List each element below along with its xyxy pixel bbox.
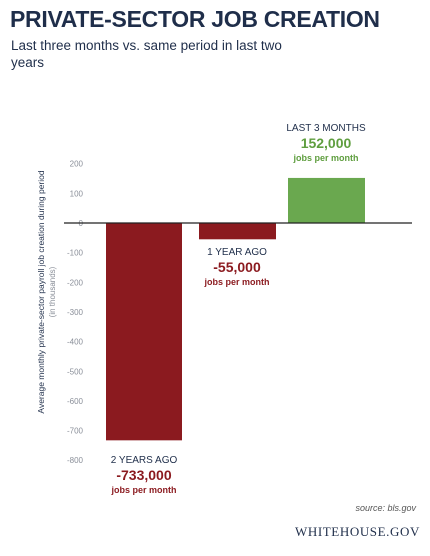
- value-label: 152,000: [301, 135, 352, 151]
- y-axis-label: Average monthly private-sector payroll j…: [36, 170, 57, 413]
- value-label: -733,000: [116, 467, 171, 483]
- bar-annotation: 1 YEAR AGO-55,000 jobs per month: [204, 247, 270, 287]
- footer-site-name: WHITEHOUSE.GOV: [294, 524, 420, 539]
- period-label: LAST 3 MONTHS: [286, 123, 366, 134]
- y-tick-label: -700: [67, 427, 84, 436]
- period-label: 1 YEAR AGO: [207, 247, 267, 258]
- unit-label: jobs per month: [293, 153, 359, 163]
- bar-last-3-months: [288, 177, 365, 223]
- chart-title: PRIVATE-SECTOR JOB CREATION: [10, 6, 380, 32]
- y-tick-label: -600: [67, 397, 84, 406]
- period-label: 2 YEARS AGO: [111, 455, 178, 466]
- y-axis-title: Average monthly private-sector payroll j…: [36, 170, 46, 413]
- source-note: source: bls.gov: [355, 503, 416, 513]
- unit-label: jobs per month: [204, 277, 270, 287]
- y-tick-label: -100: [67, 249, 84, 258]
- y-tick-label: -500: [67, 367, 84, 376]
- bar-annotation: 2 YEARS AGO-733,000 jobs per month: [111, 455, 178, 495]
- value-label: -55,000: [213, 259, 261, 275]
- chart-subtitle: Last three months vs. same period in las…: [11, 38, 282, 70]
- y-tick-label: -300: [67, 308, 84, 317]
- y-tick-label: -200: [67, 278, 84, 287]
- unit-label: jobs per month: [111, 485, 177, 495]
- y-tick-label: 100: [70, 189, 84, 198]
- bar-2-years-ago: [106, 223, 182, 441]
- y-axis-subtitle: (in thousands): [48, 266, 57, 317]
- y-tick-label: 200: [70, 160, 84, 169]
- y-tick-label: -400: [67, 338, 84, 347]
- y-tick-label: -800: [67, 456, 84, 465]
- bar-1-year-ago: [199, 223, 276, 240]
- bars: [106, 177, 365, 441]
- y-axis: 2001000-100-200-300-400-500-600-700-800: [67, 160, 84, 466]
